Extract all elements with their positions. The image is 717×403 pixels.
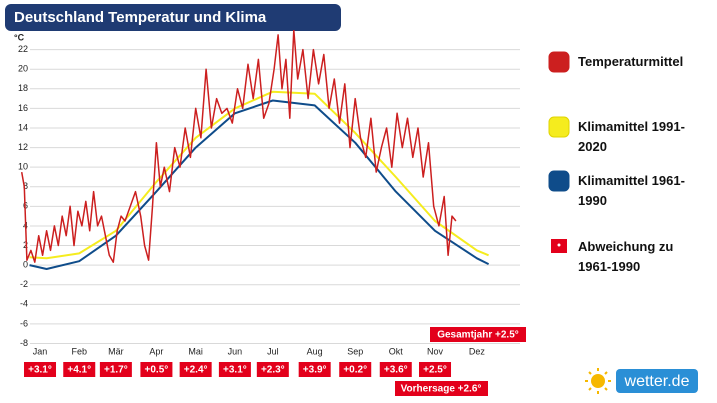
x-tick-label: Dez: [469, 346, 486, 356]
plot-area: [20, 30, 490, 270]
x-tick-label: Jul: [267, 346, 279, 356]
legend-label: Klimamittel 1991-2020: [578, 119, 685, 154]
y-tick-label: -2: [20, 279, 28, 289]
deviation-label: +3.1°: [28, 365, 52, 376]
line: [29, 90, 489, 260]
y-tick-label: -4: [20, 299, 28, 309]
annotation: Gesamtjahr +2.5°: [437, 330, 519, 341]
x-tick-label: Nov: [427, 346, 444, 356]
legend-swatch: [548, 170, 570, 192]
x-tick-label: Feb: [71, 346, 87, 356]
deviation-label: +0.5°: [145, 365, 169, 376]
y-tick-label: -8: [20, 338, 28, 348]
legend-label: Klimamittel 1961-1990: [578, 173, 685, 208]
deviation-label: +0.2°: [343, 365, 367, 376]
x-tick-label: Mai: [188, 346, 203, 356]
deviation-label: +2.4°: [184, 365, 208, 376]
deviation-box: [218, 362, 251, 377]
annotation-box: [430, 327, 526, 342]
y-tick-label: 8: [23, 181, 28, 191]
deviation-label: +3.1°: [223, 365, 247, 376]
deviation-label: +2.5°: [423, 365, 447, 376]
deviation-box: [99, 362, 132, 377]
y-tick-label: 12: [18, 142, 28, 152]
legend-swatch: [548, 116, 570, 138]
y-tick-label: -6: [20, 318, 28, 328]
annotation: Vorhersage +2.6°: [401, 384, 482, 395]
deviation-label: +3.6°: [384, 365, 408, 376]
x-tick-label: Sep: [347, 346, 363, 356]
logo-text: wetter.de: [624, 373, 690, 390]
y-unit: °C: [14, 32, 25, 42]
legend-swatch: [548, 51, 570, 73]
deviation-box: [63, 362, 96, 377]
legend-label: Abweichung zu 1961-1990: [578, 239, 674, 274]
x-tick-label: Apr: [149, 346, 163, 356]
deviation-box: [379, 362, 412, 377]
y-tick-label: 0: [23, 260, 28, 270]
deviation-label: +1.7°: [104, 365, 128, 376]
title-box: [5, 4, 341, 31]
deviation-box: [339, 362, 372, 377]
x-tick-label: Jun: [228, 346, 243, 356]
logo: wetter.de: [585, 368, 698, 394]
y-tick-label: 16: [18, 103, 28, 113]
legend-label: Temperaturmittel: [578, 54, 684, 69]
y-tick-label: 22: [18, 44, 28, 54]
legend-swatch-dot: [557, 243, 561, 247]
y-tick-label: 14: [18, 122, 28, 132]
line: [29, 99, 490, 270]
y-tick-label: 18: [18, 83, 28, 93]
y-tick-label: 20: [18, 64, 28, 74]
chart-title: Deutschland Temperatur und Klima: [14, 9, 267, 26]
y-tick-label: 10: [18, 162, 28, 172]
deviation-box: [179, 362, 212, 377]
deviation-box: [419, 362, 452, 377]
line: [20, 30, 457, 263]
x-tick-label: Jan: [33, 346, 48, 356]
deviation-label: +2.3°: [261, 365, 285, 376]
deviation-box: [256, 362, 289, 377]
deviation-box: [140, 362, 173, 377]
deviation-box: [24, 362, 57, 377]
y-tick-label: 2: [23, 240, 28, 250]
x-tick-label: Aug: [307, 346, 323, 356]
deviation-label: +3.9°: [303, 365, 327, 376]
x-tick-label: Okt: [389, 346, 404, 356]
deviation-box: [298, 362, 331, 377]
x-tick-label: Mär: [108, 346, 124, 356]
deviation-label: +4.1°: [67, 365, 91, 376]
annotation-box: [395, 381, 488, 396]
